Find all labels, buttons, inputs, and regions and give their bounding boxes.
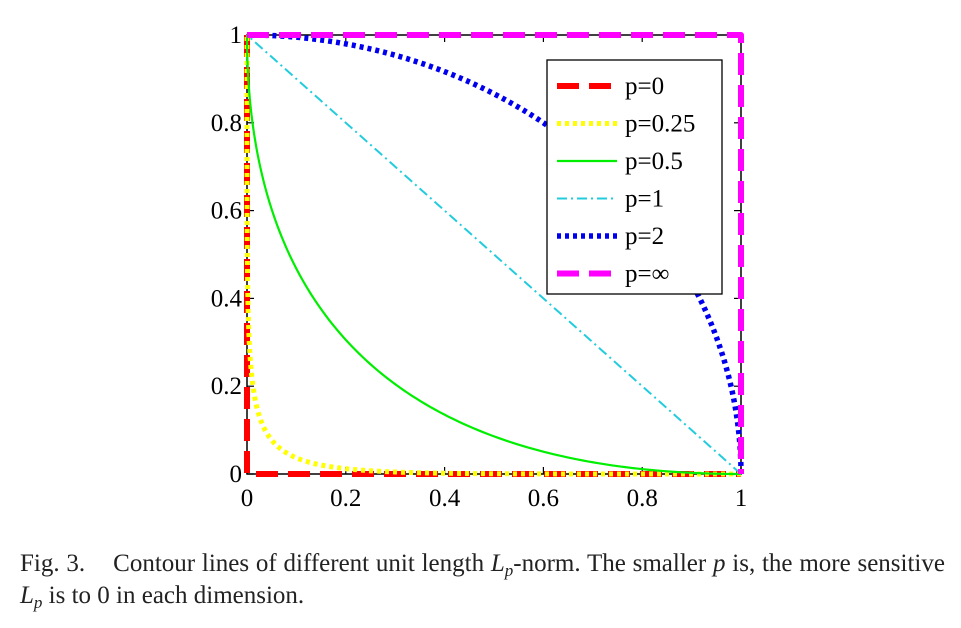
contour-chart: 0 0.2 0.4 0.6 0.8 100.20.40.60.81 p=0p=0.25p=… (211, 22, 748, 512)
caption-p-subscript: p (504, 561, 514, 580)
series-line (245, 33, 743, 476)
x-tick-label: 0.4 (429, 485, 461, 512)
caption-text-2: -norm. The smaller (513, 550, 713, 577)
caption-text-3: is, the more sensitive (725, 550, 945, 577)
series-line (247, 32, 744, 474)
caption-label: Fig. 3. (20, 550, 86, 577)
legend-label: p=2 (625, 223, 664, 250)
x-tick-label: 0 (241, 485, 254, 512)
figure-caption: Fig. 3. Contour lines of different unit l… (20, 548, 945, 612)
caption-text-4: is to 0 in each dimension. (42, 582, 305, 609)
legend-label: p=0.5 (625, 148, 683, 175)
legend: p=0 p=0.25 p=0.5 p=1 p=2 p=∞ (546, 59, 723, 295)
caption-text-1: Contour lines of different unit length (113, 550, 491, 577)
caption-p: p (712, 550, 726, 577)
x-tick-label: 0.2 (330, 485, 361, 512)
y-tick-label: 0.2 (211, 373, 242, 400)
legend-label: p=∞ (625, 261, 669, 288)
y-tick-label: 1 (230, 22, 243, 49)
series-line (246, 34, 742, 475)
x-tick-label: 1 (735, 485, 748, 512)
x-tick-label: 0.8 (627, 485, 658, 512)
tick-labels: 0 0.2 0.4 0.6 0.8 1 0 0.2 0.4 0.6 0.8 1 (211, 22, 748, 512)
x-tick-label: 0.6 (528, 485, 559, 512)
caption-p-subscript-2: p (33, 593, 43, 612)
legend-label: p=1 (625, 186, 664, 213)
y-tick-label: 0.8 (211, 110, 242, 137)
caption-L-2: L (20, 582, 34, 609)
y-tick-label: 0.4 (211, 285, 243, 312)
legend-label: p=0.25 (625, 111, 695, 138)
legend-box (546, 59, 723, 295)
y-tick-label: 0 (230, 461, 243, 488)
y-tick-label: 0.6 (211, 198, 242, 225)
legend-label: p=0 (625, 73, 664, 100)
series-line (244, 32, 744, 477)
caption-L: L (490, 550, 505, 577)
